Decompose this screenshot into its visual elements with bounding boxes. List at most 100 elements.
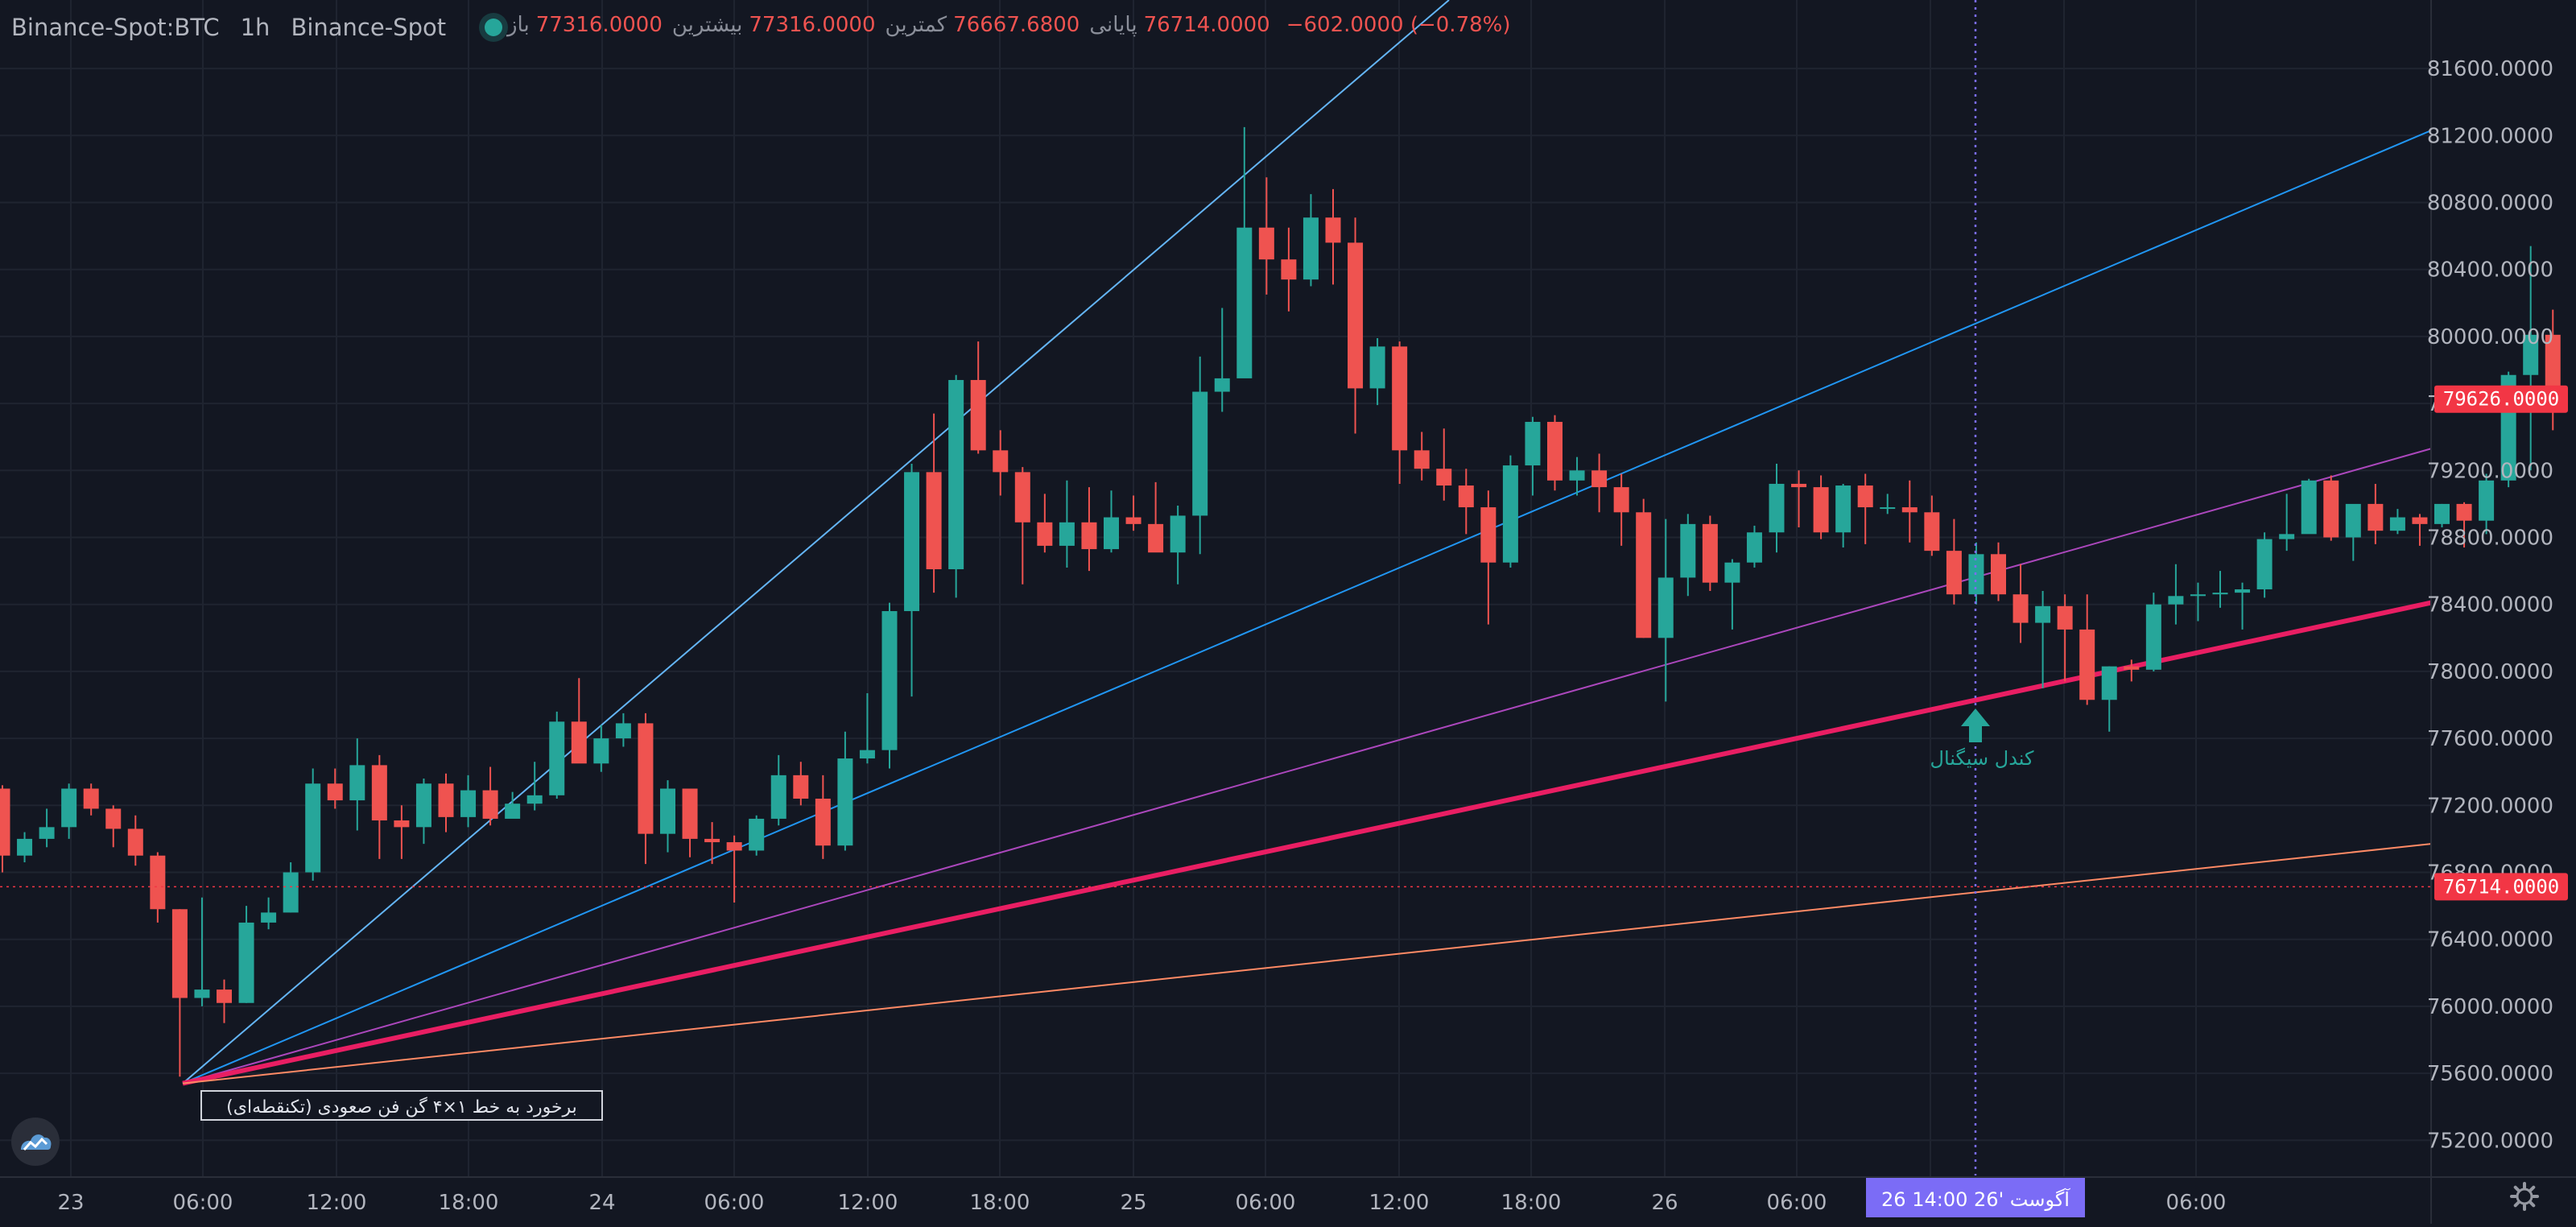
candle-body — [2124, 666, 2140, 670]
candle — [1236, 126, 1253, 378]
candle — [1414, 432, 1430, 481]
candle — [1991, 542, 2006, 601]
candle — [1081, 487, 1097, 572]
candle-body — [726, 842, 742, 851]
crosshair-price-badge: 76714.0000 — [2434, 873, 2568, 901]
candle-body — [1525, 421, 1541, 466]
gann-fan[interactable] — [182, 0, 2432, 1086]
candle — [415, 779, 431, 845]
candle — [926, 413, 942, 593]
candle-body — [2345, 503, 2361, 538]
candle — [105, 805, 122, 848]
candle — [2412, 514, 2428, 546]
candle — [2368, 483, 2384, 544]
candle — [1901, 480, 1918, 543]
candle-body — [150, 855, 166, 910]
candle-body — [194, 989, 210, 998]
candle-body — [948, 379, 964, 570]
candle-body — [859, 750, 875, 759]
symbol-header[interactable]: Binance-Spot:BTC 1h Binance-Spot — [11, 10, 530, 45]
candle — [217, 979, 232, 1023]
candle — [726, 835, 742, 903]
gann-1x8-line[interactable] — [182, 843, 2432, 1084]
candle-body — [2523, 334, 2539, 375]
candle-body — [438, 783, 454, 817]
candle-body — [217, 989, 232, 1003]
candle — [1170, 505, 1186, 585]
gann-1x4-line[interactable] — [182, 600, 2432, 1086]
time-axis[interactable]: 23 06:00 12:00 18:00 24 06:00 12:00 18:00 25 06:0… — [57, 1191, 2226, 1215]
candle-body — [127, 828, 143, 856]
candle — [660, 780, 675, 853]
gann-1x2-line[interactable] — [182, 130, 2432, 1084]
time-tick-label: 06:00 — [2166, 1191, 2227, 1215]
candle-body — [1258, 227, 1274, 260]
candle — [749, 815, 765, 856]
low-value: 76667.6800 — [953, 13, 1080, 37]
candle-body — [2456, 503, 2472, 521]
gann-1x1-line[interactable] — [182, 0, 1450, 1084]
candle-body — [2368, 503, 2384, 531]
candle — [1702, 515, 1718, 592]
candle — [993, 430, 1009, 496]
candle — [1547, 415, 1563, 491]
candle — [0, 785, 10, 873]
time-tick-label: 06:00 — [704, 1191, 765, 1215]
gann-1x3-line[interactable] — [182, 448, 2432, 1084]
open-label: باز — [507, 13, 530, 37]
candle-body — [17, 838, 33, 856]
candle — [1480, 490, 1496, 625]
time-tick-label: 12:00 — [838, 1191, 898, 1215]
candle — [1591, 453, 1608, 513]
candle-body — [1236, 227, 1253, 378]
candle — [2479, 473, 2495, 535]
candle-body — [238, 922, 254, 1003]
candle-body — [2235, 589, 2251, 593]
candle-body — [2301, 480, 2317, 535]
tradingview-logo-icon[interactable] — [11, 1118, 60, 1166]
candle — [1325, 188, 1341, 285]
candle — [171, 909, 188, 1077]
candle — [1502, 455, 1518, 568]
signal-candle-marker[interactable]: کندل سیگنال — [1930, 709, 2035, 770]
candle — [682, 788, 698, 857]
candle-body — [1392, 346, 1408, 451]
candle — [2190, 582, 2206, 622]
interval-label[interactable]: 1h — [240, 14, 270, 41]
time-tick-label: 18:00 — [1501, 1191, 1562, 1215]
candle — [1059, 480, 1075, 568]
fan-note-label[interactable]: برخورد به خط ۱×۴ گن فن صعودی (تکنقطه‌ای) — [200, 1090, 603, 1121]
candle — [1746, 525, 1762, 568]
candle — [815, 775, 831, 859]
time-tick-label: 06:00 — [173, 1191, 233, 1215]
candle — [1813, 475, 1829, 539]
candle-body — [638, 723, 654, 834]
candle-body — [549, 721, 565, 795]
candle-body — [1170, 515, 1186, 553]
symbol-name[interactable]: Binance-Spot:BTC — [11, 14, 220, 41]
candle-body — [837, 758, 853, 846]
candle — [948, 374, 964, 598]
candle — [2124, 659, 2140, 682]
candle — [2523, 246, 2539, 471]
candle-body — [1724, 562, 1740, 583]
candle-body — [1281, 259, 1297, 280]
candle — [61, 783, 77, 839]
grid — [0, 0, 2431, 1177]
candle-body — [371, 765, 387, 821]
candle — [2345, 503, 2361, 561]
candle — [17, 832, 33, 863]
time-tick-label: 18:00 — [970, 1191, 1030, 1215]
candle-body — [2434, 503, 2450, 524]
candle-body — [1081, 522, 1097, 550]
open-value: 77316.0000 — [535, 13, 663, 37]
candle — [2456, 502, 2472, 547]
candle-body — [0, 788, 10, 856]
candle — [1857, 473, 1873, 544]
gear-icon[interactable] — [2505, 1177, 2544, 1216]
change-value: −602.0000 (−0.78%) — [1286, 13, 1511, 37]
candle-body — [1791, 483, 1807, 488]
candle — [593, 725, 609, 772]
candle-body — [1613, 487, 1629, 513]
